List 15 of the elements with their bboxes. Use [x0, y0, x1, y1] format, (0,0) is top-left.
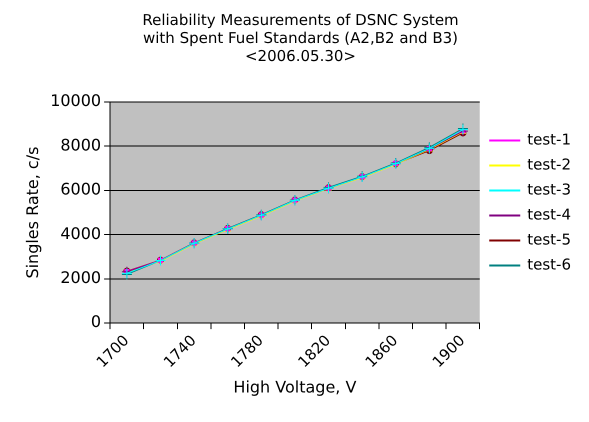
y-tick-label: 6000: [60, 180, 102, 199]
x-axis-title: High Voltage, V: [233, 378, 356, 397]
y-tick-label: 2000: [60, 268, 102, 288]
legend-label: test-4: [527, 205, 572, 224]
legend-label: test-2: [527, 155, 572, 174]
chart-title: Reliability Measurements of DSNC System with Spent Fuel Standards (A2,B2 and B3) <2006.05.30>: [142, 10, 459, 65]
y-axis-title: Singles Rate, c/s: [22, 146, 42, 279]
legend-label: test-1: [527, 130, 572, 148]
legend-label: test-6: [527, 255, 572, 274]
y-tick-label: 4000: [60, 224, 102, 243]
y-tick-label: 0: [90, 312, 102, 332]
legend-label: test-3: [527, 180, 572, 198]
y-tick-label: 10000: [50, 91, 102, 110]
legend-label: test-5: [527, 230, 572, 248]
y-tick-label: 8000: [60, 135, 102, 154]
